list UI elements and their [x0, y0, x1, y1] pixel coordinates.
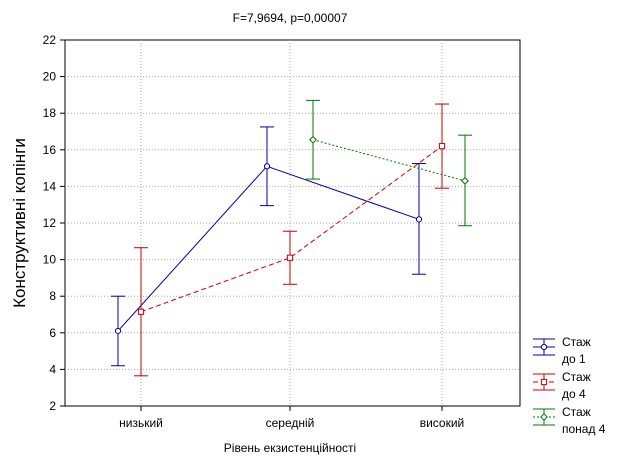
y-tick-label: 20 [43, 70, 57, 84]
data-point [114, 327, 122, 335]
y-tick-label: 8 [49, 289, 56, 303]
x-axis-label: Рівень екзистенційності [224, 441, 356, 455]
legend-item: Стаж до 4 [533, 370, 591, 401]
legend-label: до 1 [562, 352, 586, 366]
legend-marker [540, 343, 548, 351]
y-tick-label: 14 [43, 179, 57, 193]
data-point [415, 216, 423, 223]
legend-item: Стаж до 1 [533, 335, 591, 366]
series-line [117, 165, 420, 332]
x-tick-label: низький [119, 416, 163, 430]
y-tick-label: 12 [43, 216, 57, 230]
plot-frame [64, 39, 521, 407]
x-axis: низький середній високий [119, 406, 464, 430]
series-2 [134, 103, 449, 377]
y-tick-label: 18 [43, 106, 57, 120]
series-1 [111, 126, 426, 367]
x-tick-label: середній [266, 416, 315, 430]
grid-layer [65, 40, 520, 406]
legend-label: понад 4 [562, 422, 606, 436]
legend-item: Стаж понад 4 [533, 405, 606, 436]
series-layer [111, 99, 472, 377]
legend-label: Стаж [562, 370, 591, 384]
data-point [461, 177, 469, 185]
legend-label: до 4 [562, 387, 586, 401]
data-point [137, 308, 145, 315]
legend-label: Стаж [562, 335, 591, 349]
data-point [286, 254, 294, 261]
y-tick-label: 10 [43, 253, 57, 267]
legend-marker [540, 413, 548, 421]
legend-symbol [533, 373, 555, 391]
x-tick-label: високий [420, 416, 465, 430]
data-point [438, 143, 446, 150]
data-point [263, 163, 271, 170]
y-axis: 2 4 6 8 10 12 14 16 18 20 22 [43, 33, 65, 413]
y-axis-label: Конструктивні копінги [10, 138, 29, 308]
y-tick-label: 6 [49, 326, 56, 340]
data-point [309, 135, 317, 144]
y-tick-label: 16 [43, 143, 57, 157]
legend: Стаж до 1 Стаж до 4 Стаж понад 4 [533, 335, 606, 436]
y-tick-label: 2 [49, 399, 56, 413]
legend-label: Стаж [562, 405, 591, 419]
y-tick-label: 22 [43, 33, 57, 47]
chart-title: F=7,9694, p=0,00007 [233, 11, 348, 25]
legend-symbol [533, 338, 555, 356]
legend-symbol [533, 408, 555, 426]
series-line [140, 145, 443, 313]
series-3 [306, 99, 472, 227]
y-tick-label: 4 [49, 362, 56, 376]
legend-marker [540, 378, 548, 386]
